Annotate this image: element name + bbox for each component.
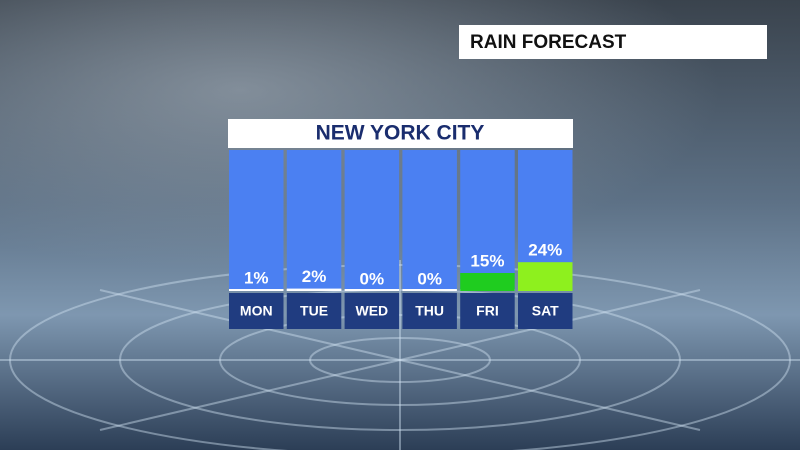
x-tick-label: FRI xyxy=(476,303,499,319)
category-box xyxy=(402,293,457,329)
banner: RAIN FORECAST xyxy=(470,32,627,53)
value-label: 0% xyxy=(360,269,385,288)
baseline xyxy=(344,289,400,291)
column xyxy=(460,150,515,291)
column xyxy=(344,150,400,291)
radar-rings xyxy=(0,260,800,455)
bar xyxy=(229,289,284,291)
column xyxy=(229,150,284,291)
value-label: 24% xyxy=(528,241,562,260)
title-box xyxy=(228,119,573,148)
x-tick-label: SAT xyxy=(532,303,559,319)
bar xyxy=(286,288,342,291)
column xyxy=(286,150,342,291)
category-box xyxy=(518,293,573,329)
baseline xyxy=(402,289,457,291)
value-label: 1% xyxy=(244,268,269,287)
x-tick-label: WED xyxy=(356,303,389,319)
x-tick-label: MON xyxy=(240,303,273,319)
category-box xyxy=(344,293,400,329)
bar xyxy=(518,262,573,291)
value-label: 15% xyxy=(470,251,504,270)
column xyxy=(402,150,457,291)
value-label: 0% xyxy=(417,269,442,288)
x-tick-label: THU xyxy=(415,303,444,319)
x-tick-label: TUE xyxy=(300,303,328,319)
category-box xyxy=(460,293,515,329)
category-box xyxy=(229,293,284,329)
chart-title: NEW YORK CITY xyxy=(316,122,485,145)
category-box xyxy=(286,293,342,329)
value-label: 2% xyxy=(302,267,327,286)
banner-box xyxy=(459,25,767,59)
bar xyxy=(460,273,515,291)
